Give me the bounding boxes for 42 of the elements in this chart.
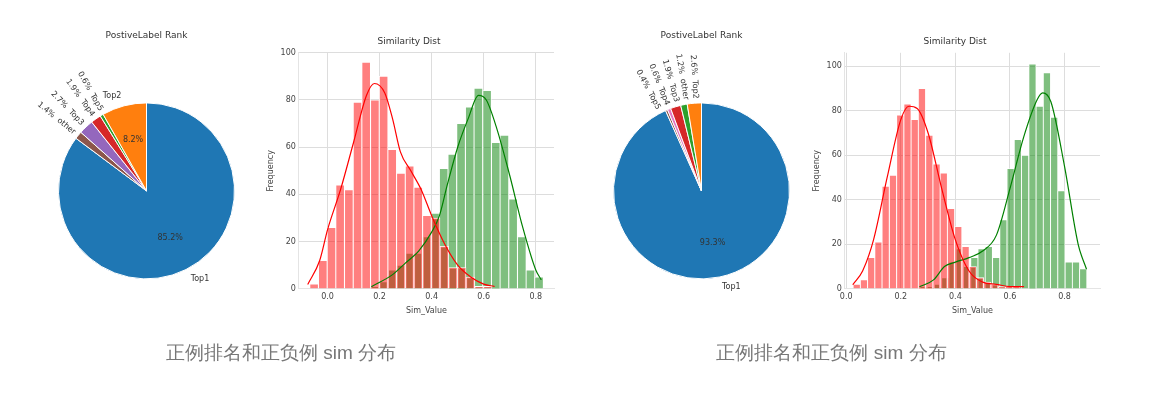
x-tick-label: 0.8 (1058, 291, 1071, 301)
x-tick-label: 0.2 (894, 291, 908, 301)
chart-title: PostiveLabel Rank (105, 29, 189, 40)
y-axis-title: Frequency (811, 149, 821, 192)
chart-title: PostiveLabel Rank (660, 29, 744, 40)
data-label: 8.2% (122, 134, 144, 144)
data-label: 85.2% (157, 233, 184, 243)
y-tick-label: 100 (280, 47, 296, 57)
y-tick-label: 0 (836, 283, 842, 293)
x-tick-label: 0.4 (425, 291, 439, 301)
y-tick-label: 80 (285, 95, 296, 105)
x-tick-label: 0.6 (477, 291, 491, 301)
x-tick-label: 0.4 (949, 291, 962, 301)
text: 正例排名和正负例 sim 分布 (164, 341, 398, 365)
chart-title: Similarity Dist (377, 35, 441, 46)
slice-label: Top1 (189, 274, 210, 284)
x-axis-title: Sim_Value (405, 306, 448, 316)
y-tick-label: 60 (831, 150, 842, 160)
y-tick-label: 40 (831, 194, 842, 204)
data-label: 1.9% (660, 58, 676, 81)
y-tick-label: 0 (290, 283, 296, 293)
data-label: 1.2% (674, 53, 687, 75)
text: 正例排名和正负例 sim 分布 (715, 341, 948, 365)
x-tick-label: 0.0 (321, 291, 334, 301)
slice-label: Top2 (690, 78, 701, 99)
chart-title: Similarity Dist (923, 35, 987, 46)
y-tick-label: 60 (285, 142, 296, 152)
y-tick-label: 80 (831, 105, 842, 115)
y-tick-label: 20 (831, 239, 842, 249)
x-axis-title: Sim_Value (951, 306, 994, 316)
x-tick-label: 0.2 (373, 291, 386, 301)
slice-label: Top1 (721, 282, 741, 292)
y-tick-label: 40 (285, 189, 296, 199)
x-tick-label: 0.6 (1003, 291, 1017, 301)
x-tick-label: 0.8 (529, 291, 543, 301)
slice-label: Top2 (101, 90, 122, 100)
data-label: 2.6% (688, 54, 700, 76)
y-axis-title: Frequency (265, 149, 275, 192)
data-label: 93.3% (699, 237, 726, 247)
y-tick-label: 100 (826, 61, 842, 71)
x-tick-label: 0.0 (839, 291, 853, 301)
y-tick-label: 20 (285, 236, 296, 246)
